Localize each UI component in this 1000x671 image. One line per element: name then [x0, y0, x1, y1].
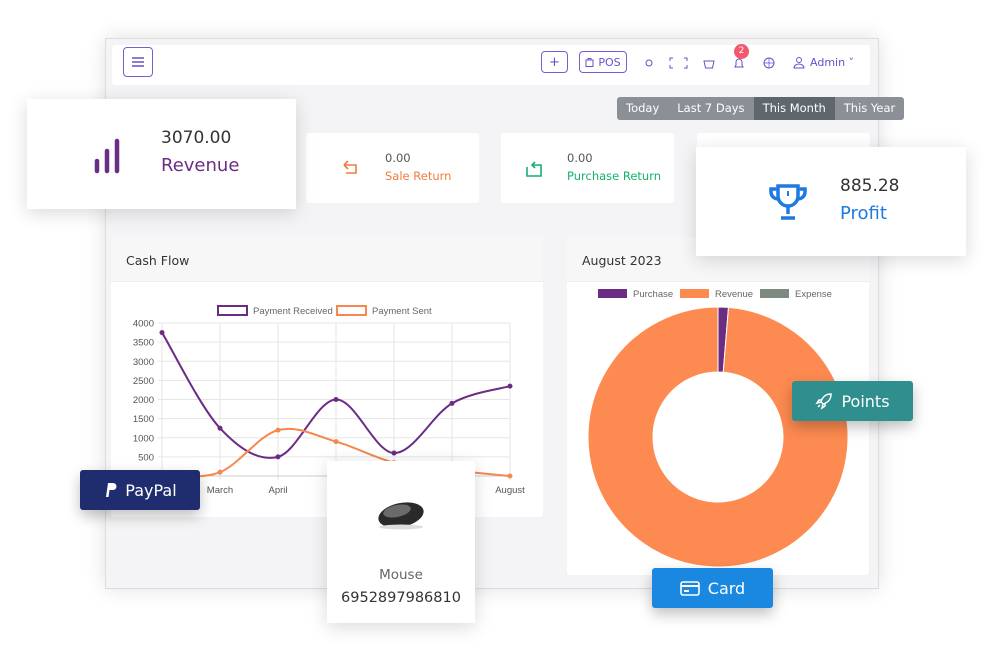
y-tick-label: 2000 [133, 395, 154, 406]
stat-value: 3070.00 [161, 128, 232, 148]
legend-swatch [680, 289, 709, 298]
legend-label: Expense [795, 289, 832, 300]
topbar-icons [645, 57, 805, 69]
data-point [333, 397, 339, 402]
monthly-chart: Purchase Revenue Expense [587, 289, 849, 568]
mouse-image [378, 502, 424, 530]
panel-header [111, 237, 543, 282]
trophy-icon [769, 184, 807, 220]
y-tick-label: 1000 [133, 433, 154, 444]
card-badge[interactable]: Card [652, 568, 773, 608]
sale-return-card: 0.00 Sale Return [306, 133, 479, 203]
date-filters: Today Last 7 Days This Month This Year [617, 97, 905, 120]
points-badge[interactable]: Points [792, 381, 913, 421]
filter-button[interactable]: Today [626, 101, 660, 115]
legend-label: Payment Sent [372, 306, 432, 317]
fullscreen-icon[interactable] [669, 57, 688, 69]
legend-swatch [598, 289, 627, 298]
x-tick-label: August [495, 485, 525, 496]
sale-return-icon [343, 160, 357, 174]
legend-label: Payment Received [253, 306, 333, 317]
profit-card: 885.28 Profit [696, 147, 966, 256]
badge-label: Card [707, 578, 746, 598]
badge-label: Points [841, 391, 890, 411]
paypal-icon [106, 483, 117, 497]
bag-icon [585, 58, 594, 67]
doughnut-segment [587, 306, 849, 568]
data-point [217, 469, 223, 475]
rocket-icon [815, 393, 833, 410]
data-point [391, 450, 397, 456]
data-point [507, 383, 513, 389]
data-point [275, 454, 281, 460]
add-button[interactable]: + [541, 51, 568, 73]
badge-label: PayPal [125, 480, 177, 500]
basket-icon[interactable] [703, 60, 715, 69]
stat-value: 0.00 [385, 151, 411, 165]
stat-label: Profit [840, 203, 887, 224]
user-icon[interactable] [796, 57, 802, 63]
filter-button[interactable]: This Year [843, 101, 896, 115]
legend-swatch [217, 305, 248, 316]
legend-swatch [760, 289, 789, 298]
stat-value: 0.00 [567, 151, 593, 165]
menu-icon [132, 57, 144, 67]
product-code: 6952897986810 [341, 590, 461, 606]
product-card: Mouse 6952897986810 [327, 461, 475, 623]
revenue-icon [94, 138, 120, 174]
panel-title: August 2023 [582, 253, 662, 268]
notification-count: 2 [734, 44, 749, 59]
data-point [449, 400, 455, 406]
filter-button[interactable]: This Month [753, 97, 835, 120]
user-menu[interactable]: Admin ˅ [810, 56, 855, 69]
y-tick-label: 500 [138, 452, 154, 463]
x-tick-label: March [207, 485, 233, 496]
stat-value: 885.28 [840, 176, 900, 196]
data-point [507, 473, 513, 479]
data-point [159, 330, 165, 336]
pos-label: POS [598, 55, 621, 69]
x-tick-label: April [268, 485, 287, 496]
purchase-return-card: 0.00 Purchase Return [501, 133, 674, 203]
y-tick-label: 3000 [133, 357, 154, 368]
legend-label: Purchase [633, 289, 673, 300]
data-point [333, 439, 339, 445]
y-tick-label: 3500 [133, 338, 154, 349]
data-point [275, 427, 281, 433]
pos-button[interactable]: POS [579, 51, 627, 73]
stat-label: Purchase Return [567, 169, 662, 183]
panel-title: Cash Flow [126, 253, 190, 268]
product-name: Mouse [379, 567, 423, 583]
data-point [217, 425, 223, 431]
legend-swatch [336, 305, 367, 316]
purchase-return-icon [526, 161, 542, 177]
bell-icon[interactable] [734, 58, 744, 68]
stat-label: Revenue [161, 155, 240, 176]
menu-button[interactable] [123, 47, 153, 77]
theme-icon[interactable] [645, 59, 653, 67]
stat-label: Sale Return [385, 169, 452, 183]
filter-button[interactable]: Last 7 Days [677, 101, 745, 115]
cash-flow-chart: March April August 500 1000 1500 2000 2500 3000 3… [133, 305, 525, 496]
y-tick-label: 4000 [133, 319, 154, 330]
user-name: Admin [810, 56, 846, 69]
y-tick-label: 2500 [133, 376, 154, 387]
y-tick-label: 1500 [133, 414, 154, 425]
legend-label: Revenue [715, 289, 753, 300]
paypal-badge[interactable]: PayPal [80, 470, 200, 510]
revenue-card: 3070.00 Revenue [27, 99, 296, 209]
credit-card-icon [679, 580, 700, 596]
